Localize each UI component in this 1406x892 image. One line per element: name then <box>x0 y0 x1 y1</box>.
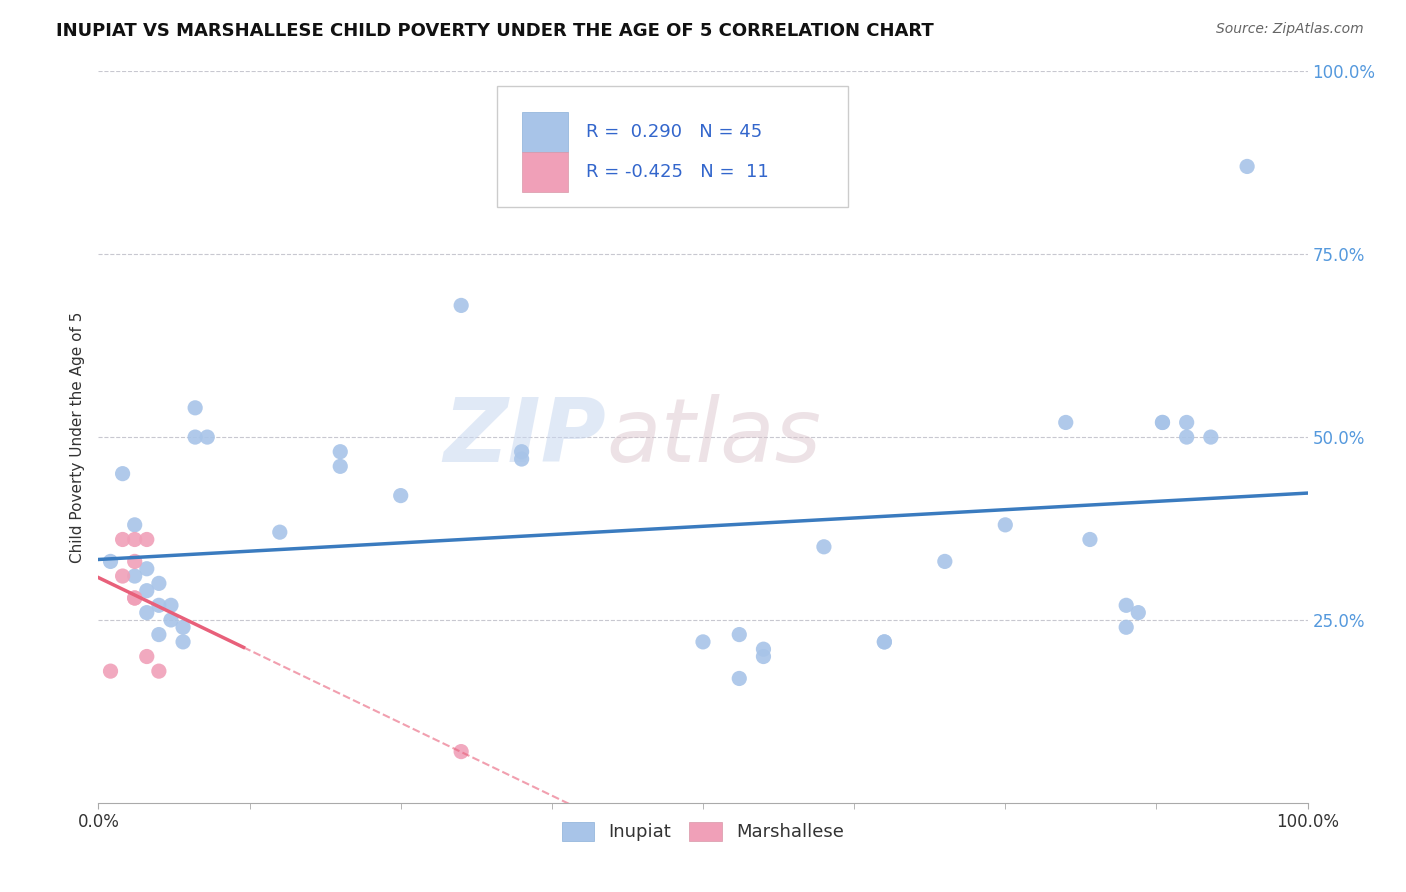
Point <box>1054 416 1077 430</box>
Point <box>184 401 207 415</box>
Point <box>1199 430 1222 444</box>
Point <box>135 583 157 598</box>
Point <box>728 672 751 686</box>
Point <box>124 569 146 583</box>
Point <box>184 430 207 444</box>
Point <box>450 298 472 312</box>
Point <box>160 599 183 613</box>
Text: R =  0.290   N = 45: R = 0.290 N = 45 <box>586 123 762 141</box>
Point <box>1128 606 1150 620</box>
Point <box>195 430 218 444</box>
Point <box>692 635 714 649</box>
Point <box>124 533 146 547</box>
Point <box>752 642 775 657</box>
Point <box>728 627 751 641</box>
Text: INUPIAT VS MARSHALLESE CHILD POVERTY UNDER THE AGE OF 5 CORRELATION CHART: INUPIAT VS MARSHALLESE CHILD POVERTY UND… <box>56 22 934 40</box>
Point <box>100 554 122 568</box>
Point <box>135 649 157 664</box>
Point <box>510 452 533 467</box>
Legend: Inupiat, Marshallese: Inupiat, Marshallese <box>554 814 852 848</box>
Point <box>111 569 134 583</box>
FancyBboxPatch shape <box>522 152 568 192</box>
FancyBboxPatch shape <box>498 86 848 207</box>
Point <box>1115 620 1137 634</box>
Point <box>873 635 896 649</box>
Point <box>135 562 157 576</box>
Point <box>813 540 835 554</box>
Point <box>111 467 134 481</box>
Point <box>1175 416 1198 430</box>
Point <box>148 627 170 641</box>
Point <box>148 664 170 678</box>
Point <box>148 576 170 591</box>
Text: ZIP: ZIP <box>443 393 606 481</box>
Point <box>269 525 291 540</box>
Point <box>1078 533 1101 547</box>
FancyBboxPatch shape <box>522 112 568 152</box>
Point <box>160 613 183 627</box>
Y-axis label: Child Poverty Under the Age of 5: Child Poverty Under the Age of 5 <box>69 311 84 563</box>
Text: Source: ZipAtlas.com: Source: ZipAtlas.com <box>1216 22 1364 37</box>
Text: atlas: atlas <box>606 394 821 480</box>
Point <box>100 664 122 678</box>
Point <box>934 554 956 568</box>
Point <box>135 606 157 620</box>
Point <box>994 517 1017 532</box>
Point <box>172 620 194 634</box>
Point <box>172 635 194 649</box>
Point <box>1152 416 1174 430</box>
Point <box>752 649 775 664</box>
Point <box>124 517 146 532</box>
Point <box>329 444 352 458</box>
Point <box>329 459 352 474</box>
Point <box>148 599 170 613</box>
Point <box>111 533 134 547</box>
Point <box>124 591 146 605</box>
Point <box>1236 160 1258 174</box>
Point <box>124 591 146 605</box>
Point <box>450 745 472 759</box>
Point <box>1175 430 1198 444</box>
Point <box>389 489 412 503</box>
Point <box>1152 416 1174 430</box>
Point <box>124 554 146 568</box>
Point <box>135 533 157 547</box>
Text: R = -0.425   N =  11: R = -0.425 N = 11 <box>586 163 769 181</box>
Point <box>873 635 896 649</box>
Point <box>510 444 533 458</box>
Point <box>1115 599 1137 613</box>
